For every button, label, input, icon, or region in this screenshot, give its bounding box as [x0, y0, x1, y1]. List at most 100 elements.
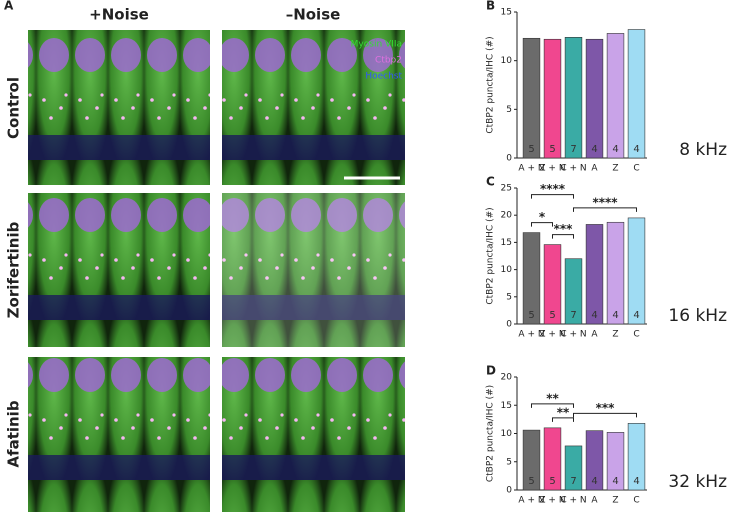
significance-label: **: [546, 391, 559, 405]
y-tick-label: 15: [501, 238, 512, 248]
bar: [606, 33, 625, 159]
y-tick-label: 10: [501, 56, 513, 66]
significance-bracket: [531, 403, 574, 408]
panel-letter: D: [486, 364, 496, 378]
n-label: 7: [570, 476, 576, 487]
n-label: 4: [591, 144, 597, 155]
n-label: 4: [612, 476, 618, 487]
significance-label: ***: [554, 222, 574, 236]
significance-bracket: [573, 412, 637, 418]
panel-a: A +Noise –Noise Control Zorifertinib Afa…: [4, 0, 405, 512]
bar: [606, 432, 625, 491]
n-label: 4: [612, 310, 618, 321]
y-axis-label: CtBP2 puncta/IHC (#): [486, 207, 496, 304]
y-tick-label: 20: [501, 373, 513, 383]
micrograph: [28, 357, 210, 512]
n-label: 5: [528, 310, 534, 321]
micrograph: [222, 357, 405, 512]
n-label: 4: [633, 476, 639, 487]
column-header: +Noise: [89, 6, 149, 24]
x-tick-label: C: [633, 330, 639, 340]
y-tick-label: 0: [506, 320, 512, 330]
panel-letter: A: [4, 0, 14, 13]
n-label: 4: [591, 476, 597, 487]
x-tick-label: A + N: [518, 496, 544, 506]
bar: [627, 423, 646, 491]
bar: [585, 38, 604, 159]
n-label: 5: [528, 144, 534, 155]
n-label: 7: [570, 310, 576, 321]
x-tick-label: Z + N: [539, 164, 565, 174]
x-tick-label: Z + N: [539, 496, 565, 506]
legend-entry: Ctbp2: [375, 56, 402, 66]
x-tick-label: Z: [612, 330, 618, 340]
x-tick-label: C: [633, 496, 639, 506]
y-tick-label: 5: [506, 292, 512, 302]
significance-bracket: [552, 234, 574, 239]
x-tick-label: A + N: [518, 164, 544, 174]
n-label: 5: [549, 476, 555, 487]
n-label: 5: [549, 144, 555, 155]
y-tick-label: 0: [506, 154, 512, 164]
x-tick-label: Z: [612, 164, 618, 174]
bar: [564, 445, 583, 491]
x-tick-label: A: [591, 164, 598, 174]
y-tick-label: 20: [501, 211, 513, 221]
column-header: –Noise: [286, 6, 341, 24]
x-tick-label: A + N: [518, 330, 544, 340]
legend-entry: Myosin VIIa: [351, 40, 402, 50]
bar: [543, 38, 562, 159]
significance-label: ****: [592, 195, 618, 209]
y-tick-label: 5: [506, 457, 512, 467]
micrograph: [28, 30, 210, 185]
n-label: 4: [612, 144, 618, 155]
micrograph: [222, 193, 405, 347]
significance-bracket: [573, 207, 637, 212]
x-tick-label: C + N: [560, 164, 586, 174]
x-tick-label: A: [591, 330, 598, 340]
bar: [543, 244, 562, 325]
bar: [627, 217, 646, 325]
significance-bracket: [531, 222, 553, 227]
x-tick-label: Z: [612, 496, 618, 506]
panel-letter: C: [486, 175, 495, 189]
bar: [564, 37, 583, 159]
y-axis-label: CtBP2 puncta/IHC (#): [486, 36, 496, 133]
n-label: 5: [549, 310, 555, 321]
panel-letter: B: [486, 0, 495, 13]
row-label: Afatinib: [5, 400, 23, 467]
n-label: 4: [633, 310, 639, 321]
x-tick-label: C + N: [560, 330, 586, 340]
x-tick-label: C + N: [560, 496, 586, 506]
y-tick-label: 0: [506, 486, 512, 496]
x-tick-label: Z + N: [539, 330, 565, 340]
y-tick-label: 5: [506, 105, 512, 115]
micrograph: [28, 193, 210, 347]
bar: [585, 224, 604, 325]
y-axis-label: CtBP2 puncta/IHC (#): [486, 385, 496, 482]
significance-label: **: [557, 405, 570, 419]
bar-charts: B CtBP2 puncta/IHC (#) 8 kHz 0 5 10 15 A + N 5 Z …: [486, 0, 728, 506]
significance-label: ***: [596, 401, 616, 415]
n-label: 5: [528, 476, 534, 487]
n-label: 7: [570, 144, 576, 155]
y-tick-label: 10: [501, 429, 513, 439]
y-tick-label: 25: [501, 184, 512, 194]
row-label: Control: [5, 77, 23, 139]
bar: [564, 258, 583, 325]
bar: [522, 37, 541, 159]
bar: [543, 427, 562, 491]
y-tick-label: 15: [501, 8, 512, 18]
significance-bracket: [531, 194, 574, 199]
y-tick-label: 10: [501, 265, 513, 275]
significance-label: *: [539, 210, 546, 224]
bar: [522, 429, 541, 491]
frequency-label: 32 kHz: [668, 472, 727, 492]
bar: [522, 232, 541, 325]
x-tick-label: C: [633, 164, 639, 174]
row-label: Zorifertinib: [5, 221, 23, 318]
bar: [585, 430, 604, 491]
bar: [606, 221, 625, 325]
y-tick-label: 15: [501, 401, 512, 411]
